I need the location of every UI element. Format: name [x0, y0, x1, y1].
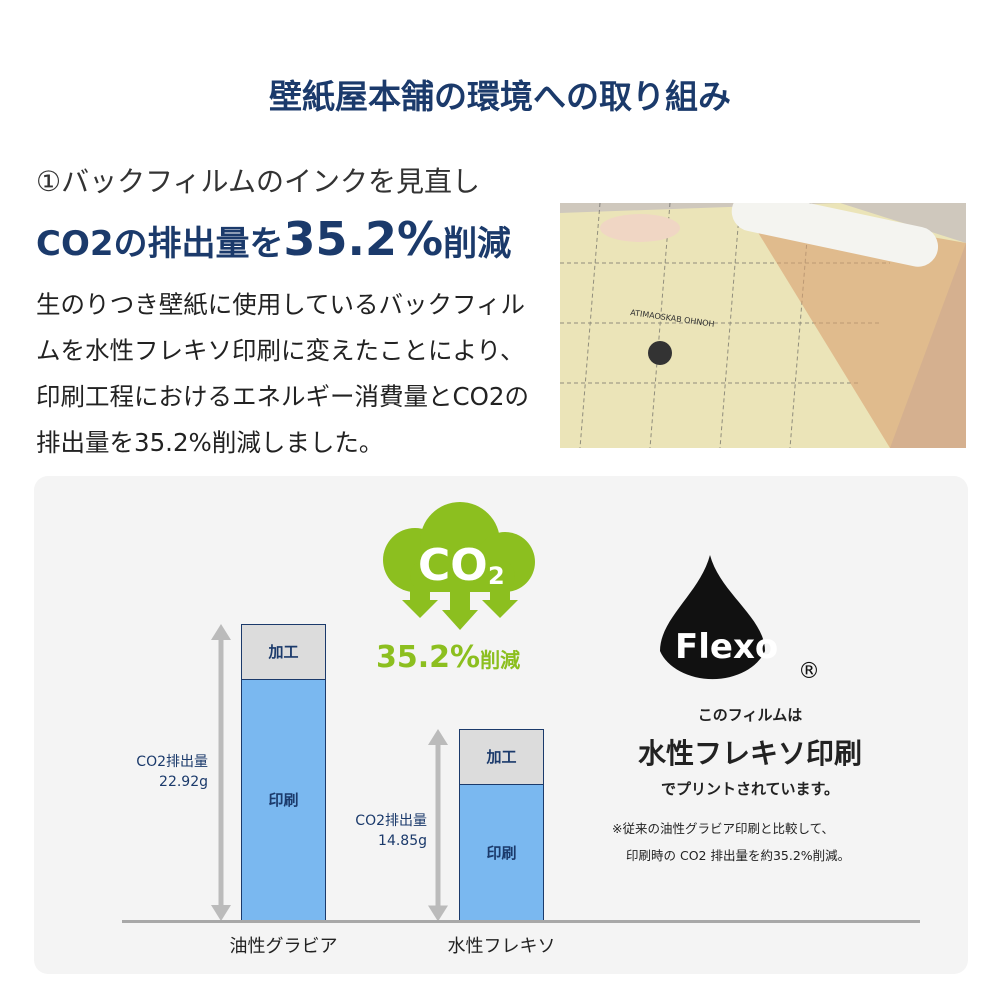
page-title: 壁紙屋本舗の環境への取り組み [269, 77, 731, 116]
flexo-note2: 印刷時の CO2 排出量を約35.2%削減。 [626, 848, 851, 863]
flexo-line3: でプリントされています。 [660, 780, 840, 798]
total-label: CO2排出量 14.85g [355, 811, 427, 851]
total-label-value: 22.92g [159, 773, 208, 790]
cloud-sub: 2 [488, 562, 505, 590]
total-label-title: CO2排出量 [136, 753, 208, 770]
bar-1: 加工 印刷 [459, 728, 544, 921]
flexo-drop-logo: Flexo ® [660, 555, 820, 683]
wallpaper-roll-illustration: ATIMAOSKAB OHNOH [560, 203, 966, 448]
co2-cloud-icon: CO 2 [383, 502, 535, 630]
reduction-badge: 35.2%削減 [376, 640, 520, 675]
flexo-logo-text: Flexo [675, 627, 778, 667]
headline-post: 削減 [443, 224, 512, 264]
bar-segment-printing: 印刷 [242, 679, 325, 920]
headline-number: 35.2% [283, 212, 444, 266]
chart-baseline [122, 920, 920, 923]
flexo-line1: このフィルムは [697, 706, 803, 724]
bar-0: 加工 印刷 [241, 623, 326, 921]
registered-mark: ® [798, 659, 820, 683]
total-arrow-icon [428, 728, 448, 921]
total-label-title: CO2排出量 [355, 813, 427, 830]
reduction-value: 35.2% [376, 640, 481, 675]
section-body: 生のりつき壁紙に使用しているバックフィルムを水性フレキソ印刷に変えたことにより、… [36, 290, 529, 457]
product-photo: ATIMAOSKAB OHNOH [560, 203, 966, 448]
reduction-suffix: 削減 [480, 648, 521, 672]
category-label: 油性グラビア [229, 936, 338, 957]
category-label: 水性フレキソ [447, 936, 556, 957]
bar-segment-printing: 印刷 [460, 784, 543, 920]
flexo-line2: 水性フレキソ印刷 [637, 737, 862, 770]
bar-segment-processing: 加工 [242, 624, 325, 680]
bar-segment-processing: 加工 [460, 729, 543, 785]
cloud-co: CO [418, 540, 488, 591]
total-label-value: 14.85g [378, 833, 427, 850]
flexo-note1: ※従来の油性グラビア印刷と比較して、 [612, 821, 834, 836]
headline-pre: CO2の排出量を [36, 224, 284, 264]
total-arrow-icon [211, 623, 231, 921]
section-subtitle: ①バックフィルムのインクを見直し [36, 165, 480, 198]
total-label: CO2排出量 22.92g [136, 752, 208, 792]
headline: CO2の排出量を35.2%削減 [36, 212, 511, 266]
